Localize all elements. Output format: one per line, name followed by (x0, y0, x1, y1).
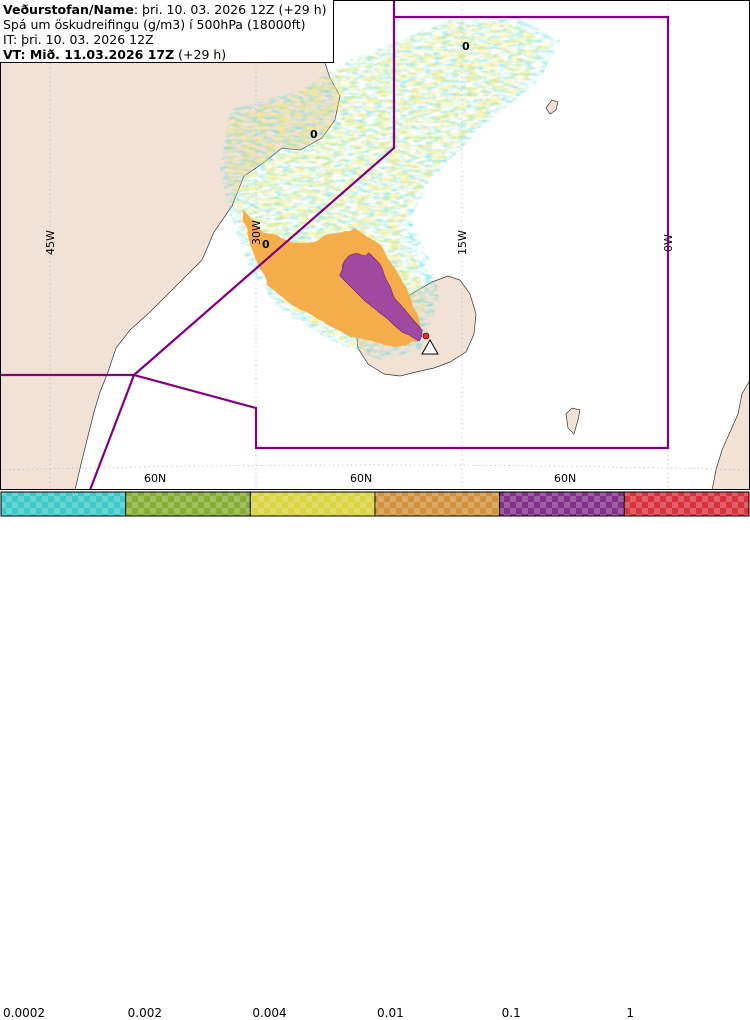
meridian-label: 45W (44, 230, 57, 255)
legend-tick-label: 0.002 (127, 1006, 163, 1020)
issue-time: IT: þri. 10. 03. 2026 12Z (3, 32, 154, 47)
legend-swatch-pattern (250, 492, 375, 516)
eruption-site-marker[interactable] (422, 332, 430, 340)
legend-swatch-pattern (499, 492, 625, 516)
ash-plume (220, 18, 560, 360)
parallel-label: 60N (350, 472, 372, 485)
shetland-islands (565, 407, 581, 435)
legend-tick-label: 0.004 (252, 1006, 287, 1020)
product-description: Spá um öskudreifingu (g/m3) í 500hPa (18… (3, 17, 306, 32)
norway-coast (711, 379, 750, 490)
meridian-label: 30W (250, 220, 263, 245)
contour-label: 0 (262, 238, 270, 251)
legend-swatch-pattern (1, 492, 126, 516)
faroe-islands (545, 99, 559, 115)
legend-tick-label: 0.0002 (3, 1006, 45, 1020)
contour-label: 0 (462, 40, 470, 53)
parallel-labels: 60N 60N 60N (144, 472, 576, 485)
ash-top-concentration (339, 251, 425, 341)
legend-tick-label: 0.01 (377, 1006, 404, 1020)
meridian-labels: 45W 30W 15W 0W (44, 220, 675, 255)
volcano-icon[interactable] (421, 338, 439, 355)
legend-swatch-pattern (125, 492, 251, 516)
contour-label: 0 (310, 128, 318, 141)
legend-swatch-pattern (375, 492, 500, 516)
meridian-label: 15W (456, 230, 469, 255)
valid-time: VT: Mið. 11.03.2026 17Z (3, 47, 175, 62)
organization-label: Veðurstofan/Name (3, 2, 134, 17)
legend-swatch-pattern (624, 492, 749, 516)
legend-tick-label: 1 (626, 1006, 634, 1020)
ash-dispersion-map[interactable]: 0 0 0 45W 30W 15W 0W 60N 60N 60N (0, 0, 750, 490)
fir-boundaries (0, 0, 670, 490)
parallel-label: 60N (144, 472, 166, 485)
model-run-text: : þri. 10. 03. 2026 12Z (+29 h) (133, 2, 327, 17)
contour-labels: 0 0 0 (262, 40, 470, 251)
legend-tick-label: 0.1 (501, 1006, 521, 1020)
forecast-header-line: Veðurstofan/Name: þri. 10. 03. 2026 12Z … (3, 2, 330, 17)
legend-colorbar (0, 491, 750, 517)
parallel-label: 60N (554, 472, 576, 485)
concentration-legend: 0.0002 0.002 0.004 0.01 0.1 1 (0, 490, 750, 1020)
sondrestrom-fir-boundary (0, 17, 396, 377)
valid-offset: (+29 h) (174, 47, 227, 62)
gander-fir-boundary (88, 374, 136, 490)
valid-time-line: VT: Mið. 11.03.2026 17Z (+29 h) (3, 47, 330, 62)
forecast-info-box: Veðurstofan/Name: þri. 10. 03. 2026 12Z … (0, 0, 334, 63)
ash-high-concentration (244, 210, 424, 348)
